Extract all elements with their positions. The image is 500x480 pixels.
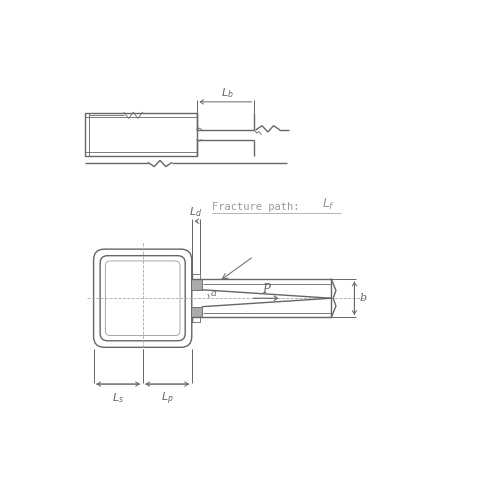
Text: $L_p$: $L_p$ bbox=[161, 391, 173, 408]
Bar bbox=[191, 279, 202, 290]
Text: $L_b$: $L_b$ bbox=[221, 86, 234, 99]
Bar bbox=[192, 274, 200, 279]
Text: $L_d$: $L_d$ bbox=[190, 205, 202, 218]
Text: P: P bbox=[262, 283, 270, 296]
Text: $L_s$: $L_s$ bbox=[112, 391, 124, 405]
Bar bbox=[191, 307, 202, 317]
Bar bbox=[85, 113, 196, 156]
Text: Fracture path:: Fracture path: bbox=[212, 203, 306, 212]
Text: $L_f$: $L_f$ bbox=[322, 197, 336, 212]
Text: a: a bbox=[210, 289, 216, 298]
Text: b: b bbox=[359, 293, 366, 303]
Bar bbox=[192, 317, 200, 323]
